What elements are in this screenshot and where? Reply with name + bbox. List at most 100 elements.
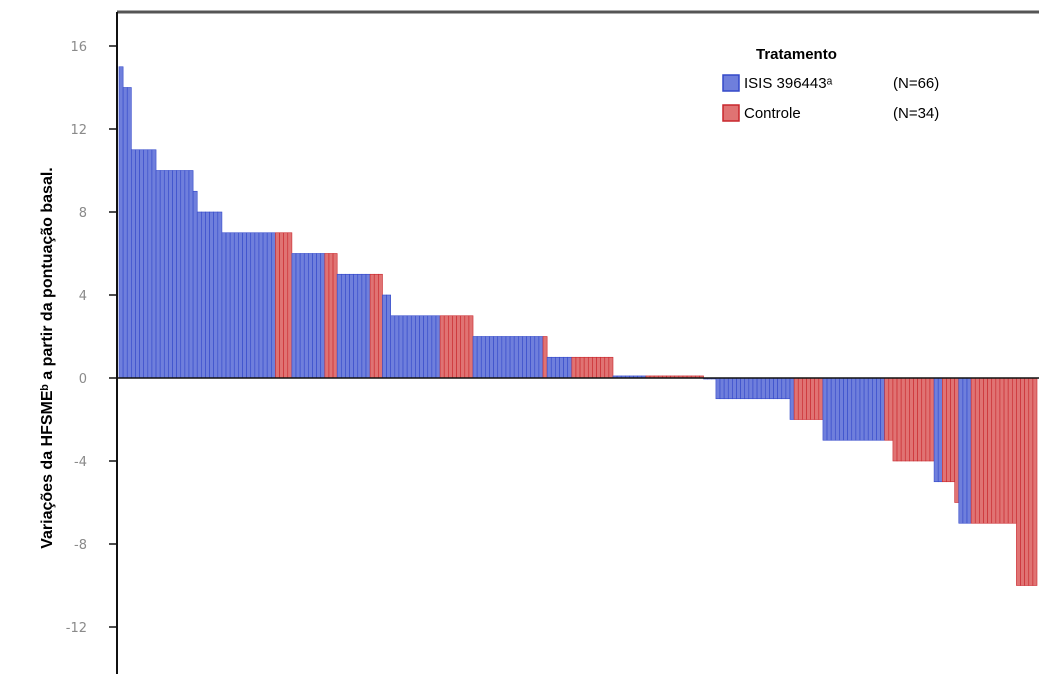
- bar-controle: [1028, 377, 1034, 586]
- bar-isis: [357, 273, 363, 379]
- bar-isis: [126, 87, 132, 379]
- bar-isis: [789, 377, 795, 420]
- bar-isis: [345, 273, 350, 379]
- bar-controle: [900, 377, 906, 462]
- bar-controle: [802, 377, 807, 420]
- bar-controle: [464, 315, 470, 379]
- bar-isis: [546, 356, 552, 379]
- bar-isis: [410, 315, 416, 379]
- bar-isis: [192, 190, 198, 379]
- bar-controle: [1007, 377, 1013, 524]
- bar-controle: [921, 377, 927, 462]
- bar-isis: [233, 232, 239, 379]
- bar-controle: [460, 315, 466, 379]
- bar-controle: [332, 253, 338, 379]
- bar-isis: [567, 356, 573, 379]
- bar-isis: [839, 377, 844, 441]
- bar-controle: [983, 377, 988, 524]
- bar-controle: [925, 377, 931, 462]
- y-tick-label: -8: [74, 538, 87, 553]
- bar-isis: [526, 336, 531, 379]
- bar-isis: [209, 211, 214, 379]
- legend-swatch-controle: [722, 104, 740, 122]
- bar-controle: [579, 356, 585, 379]
- bar-controle: [946, 377, 951, 483]
- bar-isis: [744, 377, 750, 400]
- bar-isis: [201, 211, 206, 379]
- bar-controle: [950, 377, 955, 483]
- bar-isis: [415, 315, 420, 379]
- bar-isis: [316, 253, 322, 379]
- y-tick-label: 0: [79, 372, 87, 387]
- bar-isis: [398, 315, 404, 379]
- bar-isis: [859, 377, 865, 441]
- bar-isis: [559, 356, 564, 379]
- bar-isis: [550, 356, 556, 379]
- bar-controle: [369, 273, 375, 379]
- bar-isis: [423, 315, 429, 379]
- bar-controle: [797, 377, 803, 420]
- bar-isis: [254, 232, 260, 379]
- bar-isis: [147, 149, 153, 379]
- bar-isis: [390, 315, 396, 379]
- bar-controle: [896, 377, 902, 462]
- bar-isis: [764, 377, 770, 400]
- bar-controle: [328, 253, 334, 379]
- bar-isis: [184, 170, 190, 379]
- bar-controle: [448, 315, 453, 379]
- bar-controle: [452, 315, 457, 379]
- bar-isis: [135, 149, 140, 379]
- bar-isis: [472, 336, 478, 379]
- bar-controle: [1024, 377, 1030, 586]
- bar-isis: [225, 232, 231, 379]
- bar-controle: [587, 356, 593, 379]
- bar-isis: [937, 377, 943, 483]
- bar-isis: [406, 315, 412, 379]
- bar-isis: [312, 253, 317, 379]
- bar-isis: [966, 377, 972, 524]
- bar-isis: [295, 253, 301, 379]
- bar-isis: [769, 377, 774, 400]
- bar-isis: [518, 336, 523, 379]
- bar-isis: [732, 377, 737, 400]
- bar-isis: [493, 336, 499, 379]
- bar-isis: [863, 377, 869, 441]
- bar-isis: [163, 170, 169, 379]
- bar-controle: [1003, 377, 1009, 524]
- bar-isis: [336, 273, 342, 379]
- bar-isis: [872, 377, 877, 441]
- y-tick-label: 4: [79, 289, 87, 304]
- bar-isis: [143, 149, 149, 379]
- bar-controle: [324, 253, 330, 379]
- bar-controle: [583, 356, 589, 379]
- bar-isis: [773, 377, 778, 400]
- bar-controle: [373, 273, 379, 379]
- bar-controle: [929, 377, 935, 462]
- bar-isis: [555, 356, 560, 379]
- bar-isis: [435, 315, 441, 379]
- bar-isis: [229, 232, 235, 379]
- bar-isis: [122, 87, 128, 379]
- bar-controle: [979, 377, 984, 524]
- bar-isis: [176, 170, 182, 379]
- bar-isis: [159, 170, 165, 379]
- bar-isis: [752, 377, 758, 400]
- bar-controle: [439, 315, 445, 379]
- bar-isis: [242, 232, 247, 379]
- bar-isis: [530, 336, 536, 379]
- bar-isis: [431, 315, 437, 379]
- bar-controle: [991, 377, 997, 524]
- bar-controle: [600, 356, 606, 379]
- bar-isis: [958, 377, 964, 524]
- bar-isis: [756, 377, 762, 400]
- bar-isis: [843, 377, 848, 441]
- bar-isis: [386, 294, 391, 379]
- legend-label-controle: Controle: [744, 105, 801, 122]
- bar-controle: [1020, 377, 1025, 586]
- bar-controle: [970, 377, 976, 524]
- bar-isis: [851, 377, 857, 441]
- bar-isis: [480, 336, 486, 379]
- bar-isis: [427, 315, 433, 379]
- bar-isis: [781, 377, 787, 400]
